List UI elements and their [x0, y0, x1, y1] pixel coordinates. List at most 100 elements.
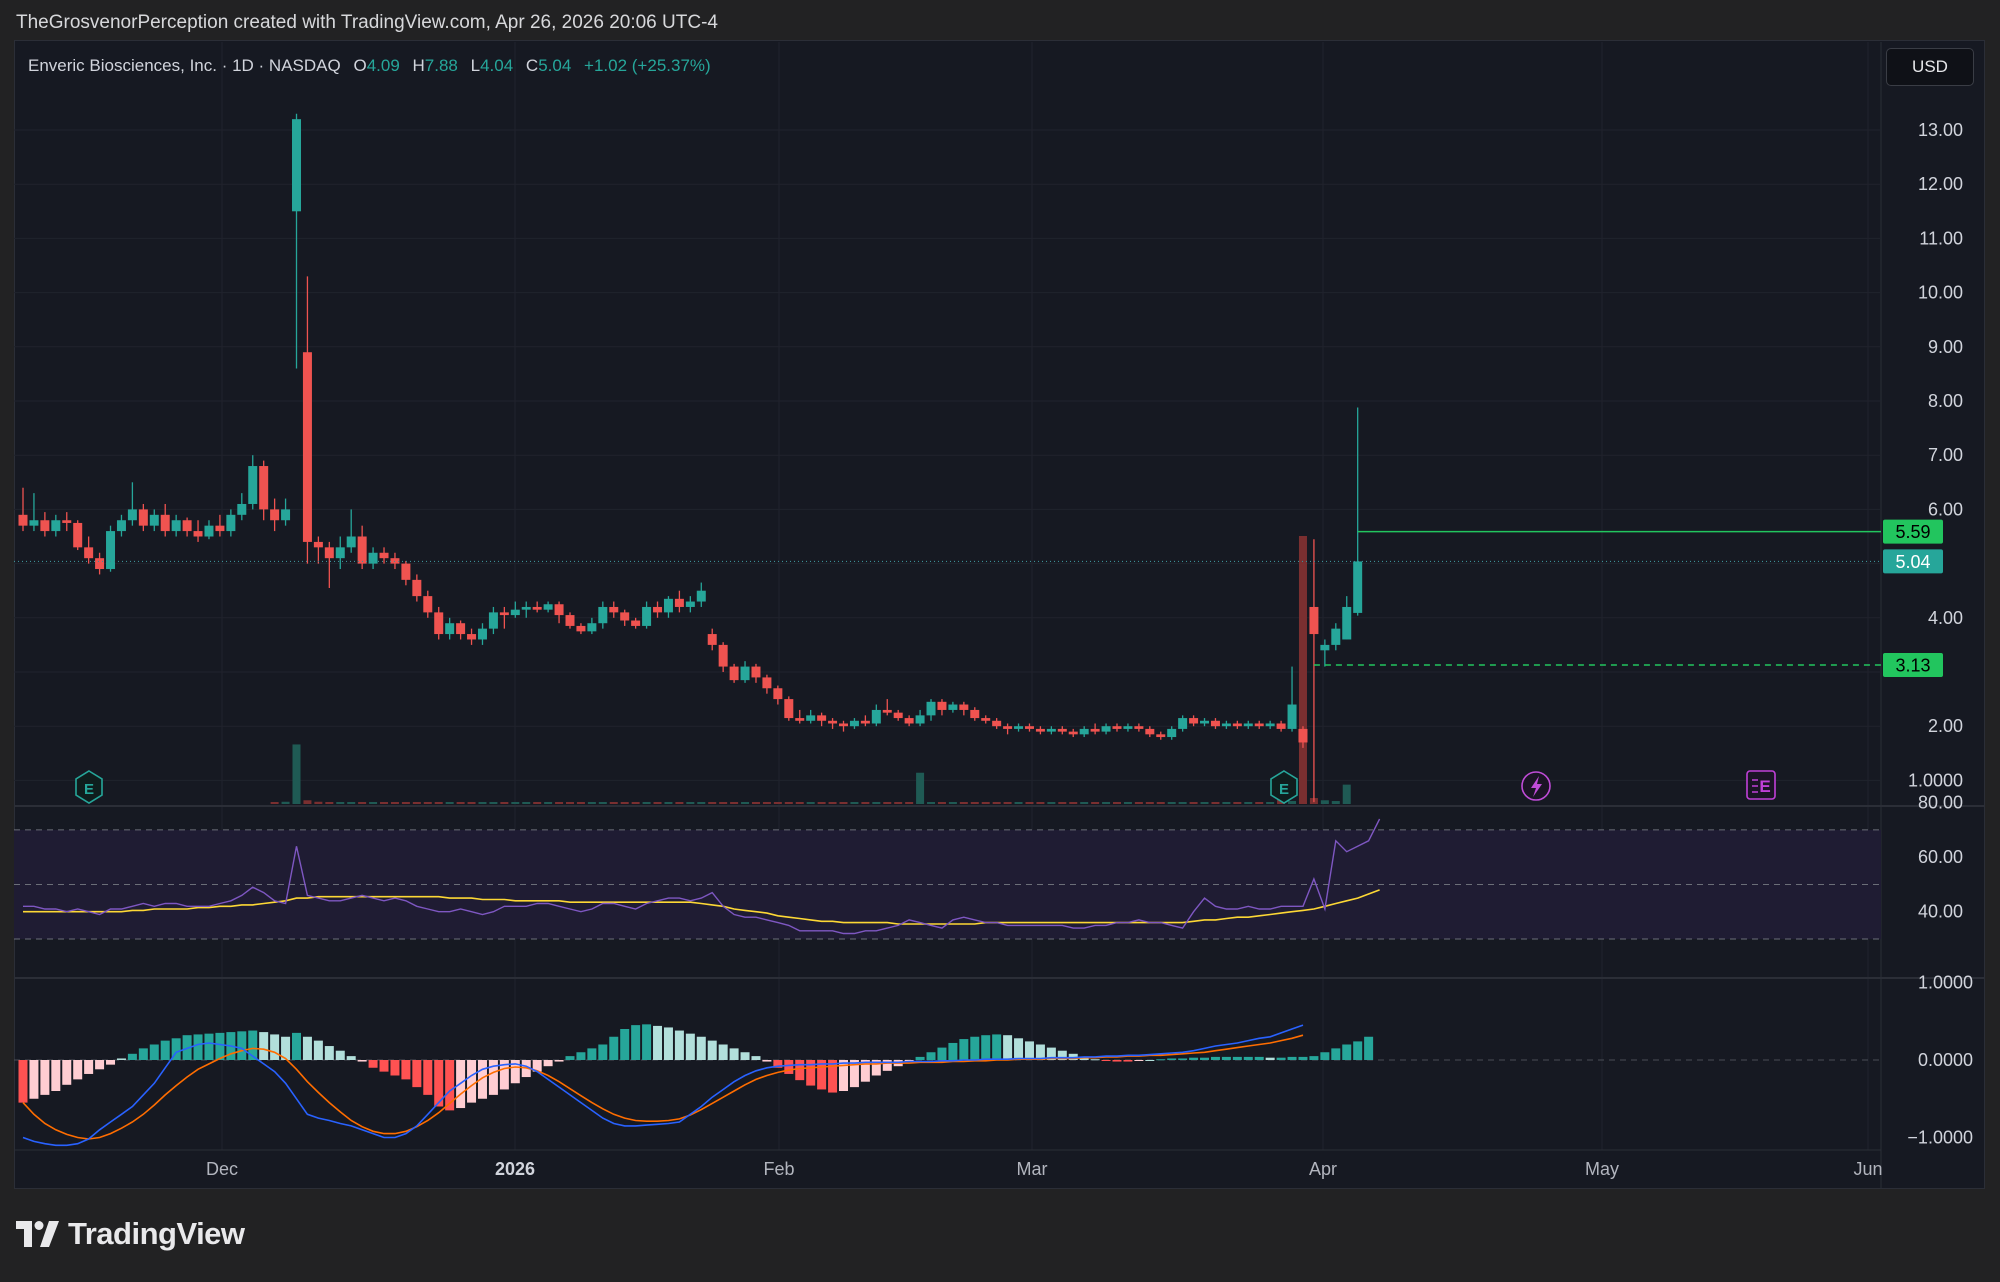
candle-body	[1189, 718, 1199, 724]
x-tick-label: May	[1585, 1159, 1619, 1179]
candle-body	[948, 704, 958, 710]
candle-body	[127, 509, 137, 521]
macd-histogram-bar	[237, 1031, 247, 1060]
earnings-letter: E	[1279, 781, 1289, 798]
macd-histogram-bar	[970, 1036, 980, 1060]
macd-histogram-bar	[806, 1060, 816, 1086]
volume-bar	[686, 802, 695, 804]
price-tick-label: 6.00	[1928, 499, 1963, 519]
macd-histogram-bar	[193, 1034, 203, 1060]
macd-histogram-bar	[653, 1025, 663, 1060]
volume-bar	[883, 802, 892, 804]
rsi-line	[23, 818, 1381, 935]
x-tick-label: Dec	[206, 1159, 238, 1179]
volume-bar	[653, 802, 662, 804]
resistance-price-tag-bg	[1883, 519, 1943, 544]
volume-bar	[347, 802, 356, 804]
macd-histogram-bar	[1003, 1035, 1013, 1060]
macd-histogram-bar	[992, 1034, 1002, 1060]
macd-histogram-bar	[718, 1044, 728, 1060]
tradingview-logo[interactable]: TradingView	[16, 1214, 245, 1254]
macd-histogram-bar	[149, 1044, 159, 1060]
candle-body	[357, 536, 367, 564]
macd-histogram-bar	[576, 1052, 586, 1060]
volume-bar	[1113, 802, 1121, 804]
macd-histogram-bar	[598, 1044, 608, 1060]
candle-body	[587, 623, 597, 632]
candle-body	[182, 520, 192, 532]
earnings-marker[interactable]: E	[75, 770, 103, 804]
resistance-price-tag: 5.59	[1895, 522, 1930, 542]
candle-body	[412, 579, 422, 597]
candle-body	[313, 541, 323, 548]
macd-histogram-bar	[860, 1060, 870, 1082]
macd-histogram-bar	[795, 1060, 805, 1081]
candle-body	[292, 119, 301, 212]
candle-body	[1254, 723, 1264, 727]
candle-body	[653, 606, 663, 613]
macd-histogram-bar	[324, 1046, 334, 1060]
macd-histogram-bar	[1156, 1059, 1166, 1061]
candle-body	[806, 715, 816, 721]
candle-body	[915, 715, 925, 724]
macd-histogram-bar	[849, 1060, 859, 1088]
volume-bar	[380, 802, 389, 804]
candle-body	[565, 615, 575, 626]
macd-histogram-bar	[1353, 1041, 1363, 1060]
candle-body	[1024, 726, 1034, 729]
volume-bar	[423, 802, 432, 804]
candle-body	[270, 509, 280, 521]
macd-histogram-bar	[1254, 1056, 1264, 1060]
volume-bar	[795, 802, 804, 804]
volume-bar	[358, 802, 367, 804]
tradingview-logo-icon	[16, 1221, 59, 1247]
currency-button[interactable]: USD	[1886, 48, 1974, 86]
price-tick-label: 2.00	[1928, 716, 1963, 736]
high-label: H	[413, 56, 425, 75]
low-value: 4.04	[480, 56, 513, 75]
candle-body	[1353, 561, 1363, 613]
macd-histogram-bar	[565, 1056, 575, 1060]
volume-bar	[445, 802, 454, 804]
candle-body	[1156, 734, 1166, 738]
volume-bar	[270, 802, 279, 804]
macd-histogram-bar	[445, 1060, 455, 1111]
volume-bar	[576, 802, 585, 804]
candle-body	[62, 520, 72, 523]
volume-bar	[1014, 802, 1023, 804]
symbol-title: Enveric Biosciences, Inc. · 1D · NASDAQ	[28, 56, 341, 75]
macd-tick-label: 1.0000	[1918, 973, 1973, 993]
candle-body	[521, 606, 531, 610]
candle-body	[707, 634, 717, 645]
candle-body	[171, 520, 181, 532]
volume-bar	[1036, 802, 1045, 804]
volume-bar	[894, 802, 903, 804]
volume-bar	[741, 802, 750, 804]
candle-body	[904, 718, 914, 724]
macd-histogram-bar	[609, 1036, 619, 1060]
rsi-tick-label: 60.00	[1918, 847, 1963, 867]
earnings-marker[interactable]: E	[1270, 770, 1298, 804]
volume-bar	[1058, 802, 1067, 804]
macd-histogram-bar	[663, 1027, 673, 1060]
candle-body	[882, 709, 892, 713]
candle-body	[762, 677, 772, 689]
candle-body	[401, 563, 411, 580]
candle-body	[73, 522, 83, 548]
macd-histogram-bar	[1232, 1056, 1242, 1060]
macd-histogram-bar	[1090, 1059, 1100, 1061]
candle-body	[29, 520, 39, 526]
candle-body	[138, 509, 148, 526]
macd-histogram-bar	[18, 1060, 28, 1103]
candle-body	[970, 709, 980, 719]
x-tick-label: Apr	[1309, 1159, 1337, 1179]
macd-histogram-bar	[1200, 1057, 1210, 1060]
volume-bar	[817, 802, 826, 804]
upcoming-earnings-marker[interactable]: E	[1746, 770, 1776, 800]
split-event-marker[interactable]	[1521, 771, 1551, 801]
macd-histogram-bar	[259, 1032, 269, 1060]
macd-histogram-bar	[1145, 1060, 1155, 1061]
close-value: 5.04	[538, 56, 571, 75]
candle-body	[718, 644, 728, 667]
